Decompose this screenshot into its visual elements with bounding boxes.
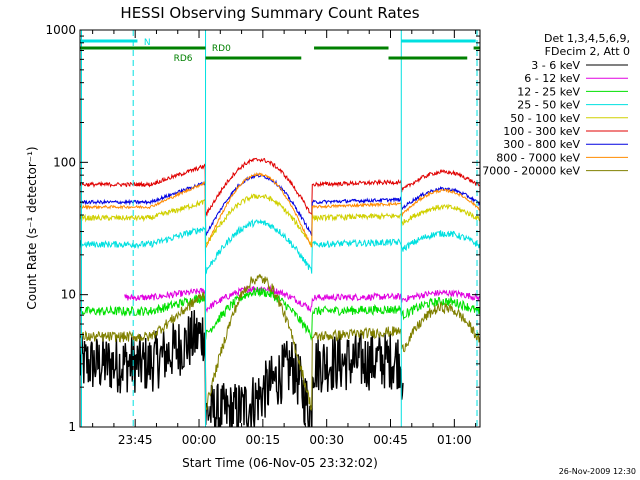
legend-header-line-2: FDecim 2, Att 0 bbox=[545, 45, 630, 58]
legend-label: 3 - 6 keV bbox=[531, 59, 580, 72]
legend-label: 6 - 12 keV bbox=[524, 72, 580, 85]
legend-label: 25 - 50 keV bbox=[517, 99, 580, 112]
legend-label: 50 - 100 keV bbox=[510, 112, 580, 125]
legend-header-line-1: Det 1,3,4,5,6,9, bbox=[544, 32, 630, 45]
footer-date: 26-Nov-2009 12:30 bbox=[559, 467, 636, 476]
overlay-layer: N RD0 RD6 bbox=[80, 30, 480, 427]
x-tick-label: 01:00 bbox=[437, 433, 472, 447]
series-line-50-100keV bbox=[80, 193, 480, 248]
series-layer bbox=[80, 157, 480, 427]
y-tick-label: 100 bbox=[53, 155, 76, 169]
legend-label: 7000 - 20000 keV bbox=[482, 165, 580, 178]
legend-label: 800 - 7000 keV bbox=[496, 151, 580, 164]
y-tick-label: 1 bbox=[68, 420, 76, 434]
x-tick-label: 00:45 bbox=[373, 433, 408, 447]
legend-label: 300 - 800 keV bbox=[503, 138, 580, 151]
legend: Det 1,3,4,5,6,9, FDecim 2, Att 0 3 - 6 k… bbox=[482, 32, 630, 178]
y-tick-label: 10 bbox=[61, 288, 76, 302]
x-axis-label: Start Time (06-Nov-05 23:32:02) bbox=[182, 456, 378, 470]
series-line-800-7000keV bbox=[80, 172, 480, 250]
y-tick-label: 1000 bbox=[45, 23, 76, 37]
series-line-6-12keV bbox=[124, 284, 480, 314]
x-tick-label: 23:45 bbox=[118, 433, 153, 447]
axis-layer: 1 10 100 1000 23:45 00:00 00:15 00:30 00:45 01:00 bbox=[45, 23, 480, 447]
series-line-25-50keV bbox=[80, 218, 480, 276]
series-line-7000-20000keV bbox=[80, 273, 480, 411]
legend-label: 12 - 25 keV bbox=[517, 85, 580, 98]
chart-title: HESSI Observing Summary Count Rates bbox=[120, 4, 419, 22]
plot-frame bbox=[79, 29, 481, 428]
series-line-100-300keV bbox=[80, 157, 480, 217]
series-line-12-25keV bbox=[80, 287, 480, 341]
n-label: N bbox=[144, 38, 151, 48]
series-line-3-6keV bbox=[80, 310, 404, 427]
y-axis-label: Count Rate (s⁻¹ detector⁻¹) bbox=[25, 146, 39, 309]
x-tick-label: 00:00 bbox=[182, 433, 217, 447]
x-tick-label: 00:15 bbox=[246, 433, 281, 447]
rd0-label: RD0 bbox=[212, 44, 231, 54]
rd6-label: RD6 bbox=[174, 54, 193, 64]
legend-label: 100 - 300 keV bbox=[503, 125, 580, 138]
x-tick-label: 00:30 bbox=[309, 433, 344, 447]
